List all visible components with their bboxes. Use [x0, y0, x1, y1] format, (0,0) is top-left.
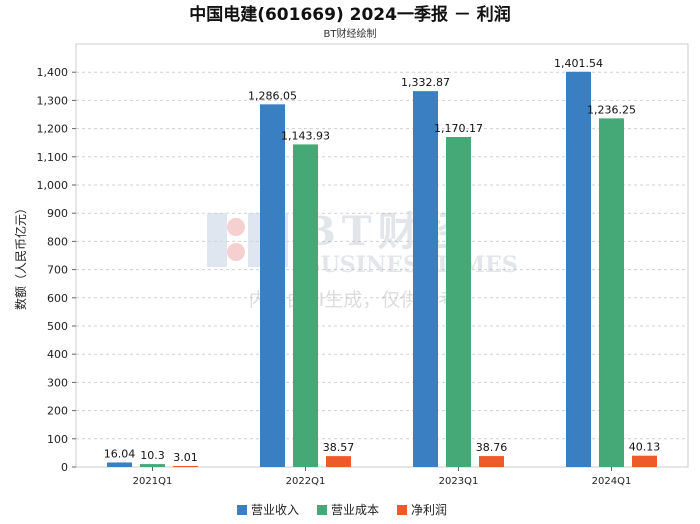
data-label: 16.04: [104, 447, 136, 460]
legend-label: 营业收入: [251, 503, 299, 517]
bar: [566, 71, 591, 467]
data-label: 1,286.05: [248, 89, 297, 102]
bar: [599, 118, 624, 467]
y-tick-label: 1,000: [37, 179, 69, 192]
y-tick-label: 1,200: [37, 123, 69, 136]
watermark-logo-dot: [227, 243, 245, 261]
legend: 营业收入 营业成本 净利润: [237, 503, 447, 517]
x-tick-label: 2021Q1: [133, 476, 173, 487]
x-tick-label: 2024Q1: [592, 476, 632, 487]
data-label: 3.01: [173, 451, 198, 464]
data-label: 1,170.17: [434, 122, 483, 135]
bar: [107, 462, 132, 467]
bar: [260, 104, 285, 468]
data-labels: 16.04 10.3 3.01 1,286.05 1,143.93 38.57 1,332.…: [104, 57, 661, 464]
y-tick-label: 300: [47, 376, 68, 389]
y-tick-label: 100: [47, 433, 68, 446]
bar: [140, 464, 165, 467]
y-tick-label: 0: [61, 461, 68, 474]
data-label: 1,401.54: [554, 57, 603, 70]
y-axis-label: 数额（人民币亿元）: [13, 202, 28, 310]
bar: [632, 455, 657, 467]
bar: [479, 456, 504, 467]
watermark-logo-left: [207, 213, 227, 267]
watermark-brand: BT财经: [302, 208, 470, 255]
bars: [107, 71, 657, 468]
watermark-brand-en: BUSINESSTIMES: [302, 252, 518, 278]
x-axis-ticks: 2021Q1 2022Q1 2023Q1 2024Q1: [133, 467, 632, 487]
y-tick-label: 600: [47, 292, 68, 305]
data-label: 38.76: [476, 441, 508, 454]
data-label: 38.57: [323, 441, 355, 454]
bar: [173, 466, 198, 467]
y-tick-label: 700: [47, 264, 68, 277]
bar: [413, 91, 438, 467]
x-tick-label: 2023Q1: [439, 476, 479, 487]
bar: [326, 456, 351, 467]
watermark-logo-dot: [227, 218, 245, 236]
legend-swatch: [397, 505, 407, 515]
y-tick-label: 500: [47, 320, 68, 333]
data-label: 40.13: [629, 441, 661, 454]
y-tick-label: 1,300: [37, 94, 69, 107]
legend-swatch: [237, 505, 247, 515]
legend-label: 营业成本: [331, 503, 379, 517]
data-label: 1,143.93: [281, 129, 330, 142]
y-axis-ticks: 0 100 200 300 400 500 600 700 800 900 1,000 1,100 1,…: [37, 66, 76, 474]
y-tick-label: 200: [47, 405, 68, 418]
data-label: 1,332.87: [401, 76, 450, 89]
legend-swatch: [317, 505, 327, 515]
chart-title: 中国电建(601669) 2024一季报 － 利润: [189, 4, 511, 25]
x-tick-label: 2022Q1: [286, 476, 326, 487]
y-tick-label: 900: [47, 207, 68, 220]
y-tick-label: 1,400: [37, 66, 69, 79]
legend-label: 净利润: [411, 503, 447, 517]
y-tick-label: 400: [47, 348, 68, 361]
bar: [446, 137, 471, 467]
chart-subtitle: BT财经绘制: [324, 27, 377, 40]
data-label: 10.3: [140, 449, 165, 462]
bar: [293, 144, 318, 467]
data-label: 1,236.25: [587, 103, 636, 116]
y-tick-label: 1,100: [37, 151, 69, 164]
y-tick-label: 800: [47, 235, 68, 248]
